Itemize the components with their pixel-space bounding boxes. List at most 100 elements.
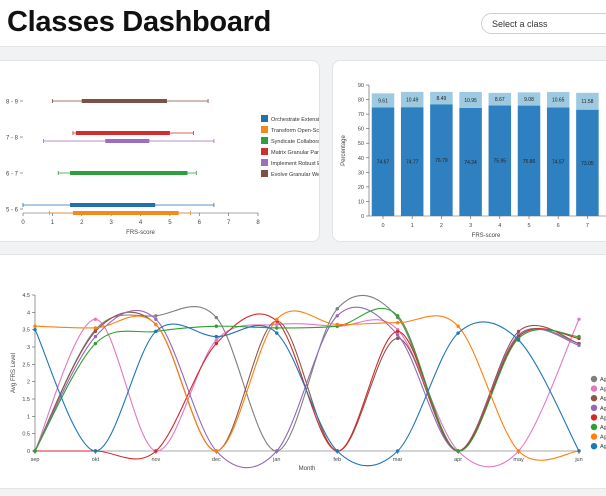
x-axis-label: FRS-score (472, 233, 501, 239)
bar-bottom (430, 104, 453, 216)
series-point (214, 324, 219, 328)
series-line (34, 311, 580, 452)
bar-bottom-label: 73.05 (581, 161, 594, 167)
legend-label: Orchestrate Extensi (271, 117, 319, 123)
legend-label: Implement Robust E (271, 161, 319, 167)
x-tick-label: apr (454, 457, 462, 463)
x-tick-label: jan (272, 457, 280, 463)
bar-bottom-label: 76.79 (435, 158, 448, 164)
bar-bottom-label: 74.77 (406, 160, 419, 166)
series-point (93, 334, 98, 339)
y-tick-label: 7 - 8 (6, 136, 19, 142)
line-card: 0 0.5 1 1.5 2 2.5 3 3.5 4 4.5 Avg FRS Level sep okt n… (0, 254, 606, 489)
series-point (516, 449, 521, 453)
box (70, 203, 156, 207)
bar-top (546, 91, 570, 108)
series-line (34, 310, 580, 461)
x-tick-label: 6 (557, 223, 560, 229)
x-tick-label: 3 (469, 223, 472, 229)
series-point (335, 322, 339, 327)
bar-bottom-label: 74.67 (377, 160, 390, 166)
boxplot-chart: 8 - 9 7 - 8 6 - 7 5 - 60 1 2 3 4 5 6 7 8 FRS-score Or… (6, 99, 321, 236)
x-tick-label: 5 (168, 220, 172, 226)
bar-top-label: 9.08 (524, 97, 534, 103)
series-point (154, 317, 158, 321)
legend-label: Transform Open-Sc (271, 128, 319, 134)
bar-top-label: 8.67 (495, 97, 505, 103)
y-tick-label: 20 (358, 185, 364, 191)
series-point (93, 449, 98, 453)
y-tick-label: 0 (361, 214, 364, 220)
series-point (395, 449, 400, 453)
y-tick-label: 70 (358, 112, 364, 118)
legend-label: Ag (600, 406, 606, 412)
y-axis-label: Avg FRS Level (11, 353, 17, 393)
x-tick-label: 6 (198, 220, 202, 226)
series-point (275, 326, 279, 330)
series-point (516, 338, 521, 342)
bar-top-label: 10.65 (552, 98, 565, 104)
y-tick-label: 8 - 9 (6, 100, 19, 106)
x-tick-label: sep (31, 457, 40, 463)
series-point (456, 324, 460, 328)
y-tick-label: 3.5 (22, 328, 30, 334)
series-point (395, 329, 400, 334)
bar-bottom (546, 107, 570, 216)
x-tick-label: feb (333, 457, 341, 463)
series-point (214, 315, 219, 320)
bar-bottom-label: 75.86 (523, 159, 536, 165)
bar-top (576, 92, 599, 110)
legend-label: Evolve Granular We (271, 172, 319, 178)
bar-bottom (371, 107, 395, 216)
legend-label: Ag (600, 377, 606, 383)
class-select[interactable]: Select a class (481, 13, 606, 34)
x-tick-label: 2 (440, 223, 443, 229)
x-tick-label: 7 (227, 220, 231, 226)
x-tick-label: 1 (411, 223, 414, 229)
series-point (154, 322, 158, 327)
legend-label: Ag (600, 435, 606, 441)
x-tick-label: 0 (21, 220, 25, 226)
legend-swatch (261, 137, 268, 144)
legend-swatch (261, 115, 268, 122)
legend-label: Matrix Granular Par (271, 150, 319, 156)
series-point (93, 317, 98, 321)
legend-marker (590, 385, 598, 392)
y-tick-label: 1 (27, 414, 30, 420)
bar-top (400, 91, 424, 108)
bar-top (371, 93, 395, 108)
series-point (275, 317, 279, 321)
y-tick-label: 4.5 (22, 293, 30, 299)
line-chart: 0 0.5 1 1.5 2 2.5 3 3.5 4 4.5 Avg FRS Level sep okt n… (11, 293, 606, 472)
legend-label: Ag (600, 396, 606, 402)
y-tick-label: 2.5 (22, 362, 30, 368)
series-point (214, 338, 219, 342)
series-point (516, 329, 521, 334)
legend-label: Ag (600, 425, 606, 431)
y-tick-label: 10 (358, 199, 364, 205)
series-point (577, 317, 581, 321)
bar-bottom (400, 107, 424, 216)
y-tick-label: 40 (358, 156, 364, 162)
legend-label: Ag (600, 444, 606, 450)
legend-swatch (261, 148, 268, 155)
bar-bottom (459, 107, 482, 216)
legend-swatch (261, 170, 268, 177)
series-point (275, 331, 279, 335)
y-tick-label: 6 - 7 (6, 172, 19, 178)
x-tick-label: okt (92, 457, 100, 463)
x-axis-label: FRS-score (126, 230, 155, 236)
box (75, 131, 170, 135)
legend-marker (590, 395, 598, 402)
y-tick-label: 0 (27, 449, 30, 455)
series-point (335, 307, 339, 311)
series-point (577, 449, 581, 453)
series-point (154, 314, 158, 318)
bar-top (517, 92, 541, 106)
header-bar: Classes Dashboard Select a class (0, 0, 606, 47)
bar-bottom-label: 75.95 (494, 159, 507, 165)
bar-top-label: 10.49 (406, 98, 419, 104)
legend-marker (590, 433, 598, 440)
series-point (335, 449, 339, 453)
series-point (154, 329, 158, 334)
